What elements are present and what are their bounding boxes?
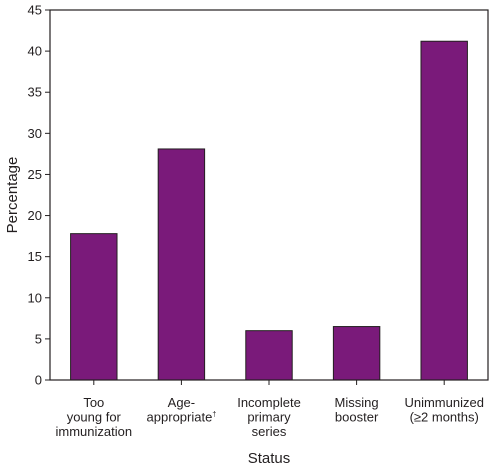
x-category-label-line: Age- (168, 395, 195, 410)
bar-0 (70, 233, 118, 381)
y-tick-label: 5 (35, 331, 42, 346)
x-category-label-line: primary (247, 410, 291, 425)
x-category-label: Incomplete primary series (237, 395, 301, 439)
x-category-label-line: series (252, 424, 287, 439)
x-axis-ticks: Too young for immunization Age-appropriate†… (56, 380, 484, 439)
y-tick-label: 35 (28, 85, 42, 100)
x-category-label-line: Too (83, 395, 104, 410)
y-tick-label: 40 (28, 44, 42, 59)
y-axis-ticks: 0 5 10 15 20 25 30 35 40 45 (28, 3, 50, 388)
x-category-superscript: † (212, 412, 216, 419)
x-category-label: Too young for immunization (56, 395, 133, 439)
x-category-label: Missing booster (335, 395, 379, 425)
bar-4 (420, 40, 468, 381)
x-category-label-line: Missing (335, 395, 379, 410)
x-category-label-line: Unimmunized (404, 395, 483, 410)
y-tick-label: 20 (28, 208, 42, 223)
y-axis-title: Percentage (4, 157, 21, 234)
x-category-label-line: (≥2 months) (410, 410, 479, 425)
bar-3 (332, 326, 381, 381)
x-category-label-line: immunization (56, 424, 133, 439)
plot-area-frame (49, 9, 489, 381)
y-tick-label: 45 (28, 3, 42, 18)
bar-1 (157, 148, 206, 381)
y-tick-label: 10 (28, 290, 42, 305)
bar-2 (245, 330, 293, 381)
y-tick-label: 25 (28, 167, 42, 182)
x-category-label-line: Incomplete (237, 395, 301, 410)
y-tick-label: 30 (28, 126, 42, 141)
bars-group (70, 40, 468, 381)
x-category-label-line: booster (335, 410, 379, 425)
x-category-label: Age-appropriate† (147, 395, 217, 425)
x-category-label-line: young for (67, 410, 122, 425)
y-tick-label: 15 (28, 249, 42, 264)
x-category-label-line: appropriate† (147, 410, 217, 425)
x-category-label: Unimmunized (≥2 months) (404, 395, 483, 425)
y-tick-label: 0 (35, 373, 42, 388)
x-axis-title: Status (248, 450, 291, 467)
